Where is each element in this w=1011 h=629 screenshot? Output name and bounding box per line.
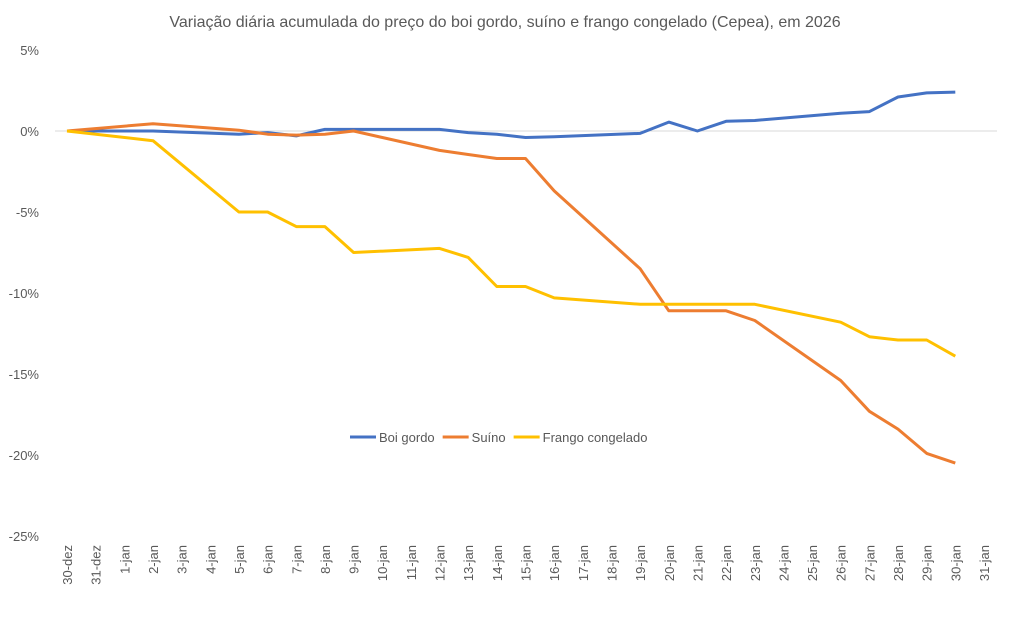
x-tick-label: 9-jan [347, 545, 362, 574]
x-tick-label: 29-jan [920, 545, 935, 581]
x-tick-label: 4-jan [203, 545, 218, 574]
x-tick-label: 30-dez [60, 545, 75, 585]
x-tick-label: 31-dez [89, 545, 104, 585]
y-tick-label: 0% [20, 124, 39, 139]
x-tick-label: 18-jan [604, 545, 619, 581]
x-tick-label: 12-jan [433, 545, 448, 581]
x-tick-label: 24-jan [776, 545, 791, 581]
legend-item: Frango congelado [513, 430, 648, 445]
legend-label: Boi gordo [379, 430, 435, 445]
legend-label: Suíno [472, 430, 506, 445]
y-tick-label: -15% [9, 367, 40, 382]
x-axis: 30-dez 31-dez 1-jan 2-jan 3-jan 4-jan 5-jan 6-j… [60, 545, 992, 585]
legend-item: Suíno [442, 430, 506, 445]
x-tick-label: 7-jan [289, 545, 304, 574]
x-tick-label: 11-jan [404, 545, 419, 580]
x-tick-label: 16-jan [547, 545, 562, 581]
x-tick-label: 22-jan [719, 545, 734, 581]
x-tick-label: 28-jan [891, 545, 906, 581]
x-tick-label: 13-jan [461, 545, 476, 581]
y-axis: 5% 0% -5% -10% -15% -20% -25% [9, 43, 997, 544]
y-tick-label: 5% [20, 43, 39, 58]
legend-item: Boi gordo [350, 430, 435, 445]
series-line-suíno [66, 122, 956, 465]
x-tick-label: 19-jan [633, 545, 648, 581]
x-tick-label: 15-jan [519, 545, 534, 581]
x-tick-label: 21-jan [690, 545, 705, 581]
x-tick-label: 5-jan [232, 545, 247, 574]
legend-label: Frango congelado [543, 430, 648, 445]
x-tick-label: 17-jan [576, 545, 591, 581]
x-tick-label: 14-jan [490, 545, 505, 581]
x-tick-label: 20-jan [662, 545, 677, 581]
x-tick-label: 10-jan [375, 545, 390, 581]
y-tick-label: -25% [9, 529, 40, 544]
x-tick-label: 6-jan [261, 545, 276, 574]
y-tick-label: -5% [16, 205, 40, 220]
legend: Boi gordo Suíno Frango congelado [350, 430, 647, 445]
series-lines [66, 90, 957, 465]
x-tick-label: 25-jan [805, 545, 820, 581]
x-tick-label: 1-jan [117, 545, 132, 574]
x-tick-label: 2-jan [146, 545, 161, 574]
x-tick-label: 26-jan [834, 545, 849, 581]
y-tick-label: -20% [9, 448, 40, 463]
series-line-frango-congelado [66, 129, 957, 358]
x-tick-label: 27-jan [862, 545, 877, 581]
y-tick-label: -10% [9, 286, 40, 301]
x-tick-label: 3-jan [175, 545, 190, 574]
chart-title: Variação diária acumulada do preço do bo… [169, 14, 840, 31]
x-tick-label: 8-jan [318, 545, 333, 574]
x-tick-label: 23-jan [748, 545, 763, 581]
x-tick-label: 30-jan [948, 545, 963, 581]
x-tick-label: 31-jan [977, 545, 992, 581]
